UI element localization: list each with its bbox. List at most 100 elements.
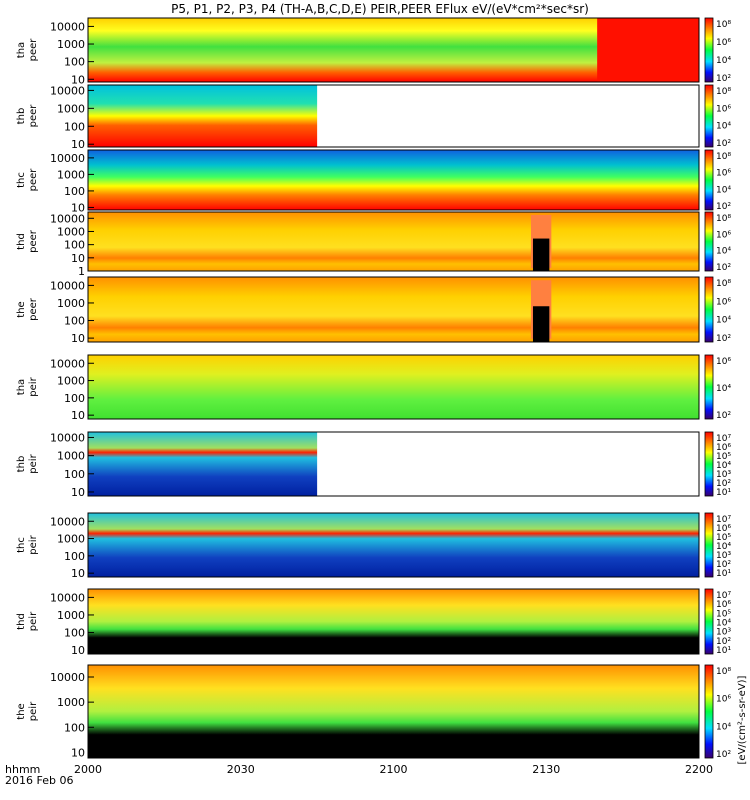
ytick-label: 10000 xyxy=(50,84,85,97)
ytick-label: 100 xyxy=(64,120,85,133)
ytick-label: 1000 xyxy=(57,297,85,310)
spectrogram-thd-peir xyxy=(88,589,699,654)
colorbar xyxy=(704,17,714,83)
colorbar-tick-label: 10² xyxy=(716,411,731,421)
panel-frame xyxy=(87,588,700,655)
panel-the-peir: 10000 1000 100 10 the peir 10⁸ 10⁶ 10⁴ 10² xyxy=(16,664,731,760)
ytick-label: 1 xyxy=(78,265,85,278)
ytick-label: 10000 xyxy=(50,212,85,225)
colorbar-tick-label: 10² xyxy=(716,479,731,489)
spectrogram-thb-peir xyxy=(88,432,318,496)
panel-probe-label: the xyxy=(16,301,27,317)
panel-frame xyxy=(87,84,700,148)
high-flux-region xyxy=(597,18,699,82)
panel-species-label: peer xyxy=(28,168,39,192)
colorbar-tick-label: 10⁸ xyxy=(716,20,731,30)
colorbar-tick-label: 10¹ xyxy=(716,488,731,498)
time-row-label-hhmm: hhmm xyxy=(5,763,40,776)
panel-frame xyxy=(87,149,700,211)
colorbar-tick-label: 10² xyxy=(716,263,731,273)
ytick-label: 10 xyxy=(71,486,85,499)
colorbar-tick-label: 10⁴ xyxy=(716,384,731,394)
colorbar-tick-label: 10⁶ xyxy=(716,169,731,179)
colorbar-tick-label: 10⁶ xyxy=(716,297,731,307)
colorbar xyxy=(704,431,714,497)
colorbar xyxy=(704,588,714,655)
panel-thc-peir: 10000 1000 100 10 thc peir 10⁷10⁶10⁵10⁴10³10²1… xyxy=(16,512,731,580)
gap-black xyxy=(532,238,550,271)
colorbar-tick-label: 10⁷ xyxy=(716,434,731,444)
colorbar-tick-label: 10⁵ xyxy=(716,533,731,543)
colorbar-tick-label: 10⁶ xyxy=(716,600,731,610)
ytick-label: 100 xyxy=(64,550,85,563)
ytick-label: 10000 xyxy=(50,152,85,165)
colorbar-tick-label: 10⁴ xyxy=(716,461,731,471)
ytick-label: 100 xyxy=(64,315,85,328)
ytick-label: 100 xyxy=(64,468,85,481)
colorbar-tick-label: 10⁴ xyxy=(716,722,731,732)
ytick-label: 10 xyxy=(71,746,85,759)
colorbar-tick-label: 10² xyxy=(716,139,731,149)
panel-probe-label: tha xyxy=(16,42,27,58)
spectrogram-tha-peir xyxy=(88,355,699,419)
xtick-label: 2000 xyxy=(74,763,102,776)
panel-probe-label: thd xyxy=(16,233,27,250)
ytick-label: 10000 xyxy=(50,279,85,292)
ytick-label: 1000 xyxy=(57,696,85,709)
panel-species-label: peir xyxy=(28,611,39,631)
colorbar-tick-label: 10⁴ xyxy=(716,247,731,257)
figure-title: P5, P1, P2, P3, P4 (TH-A,B,C,D,E) PEIR,P… xyxy=(171,2,589,16)
ytick-label: 100 xyxy=(64,721,85,734)
colorbar-tick-label: 10⁸ xyxy=(716,214,731,224)
ytick-label: 1000 xyxy=(57,168,85,181)
panel-frame xyxy=(87,17,700,83)
panel-probe-label: thc xyxy=(16,172,27,188)
colorbar-tick-label: 10⁶ xyxy=(716,104,731,114)
panel-thb-peir: 10000 1000 100 10 thb peir 10⁷10⁶10⁵10⁴10³10²1… xyxy=(16,431,731,499)
panel-species-label: peir xyxy=(28,453,39,473)
ytick-label: 100 xyxy=(64,392,85,405)
colorbar-tick-label: 10⁴ xyxy=(716,56,731,66)
colorbar-tick-label: 10⁶ xyxy=(716,230,731,240)
gap-black xyxy=(532,306,550,342)
panel-thb-peer: 10000 1000 100 10 thb peer 10⁸ 10⁶ 10⁴ 10² xyxy=(16,84,731,151)
panel-tha-peer: 10000 1000 100 10 tha peer 10⁸ 10⁶ 10⁴ 10² xyxy=(16,17,731,86)
ytick-label: 100 xyxy=(64,56,85,69)
xtick-label: 2030 xyxy=(227,763,255,776)
ytick-label: 1000 xyxy=(57,375,85,388)
xtick-label: 2130 xyxy=(532,763,560,776)
panel-species-label: peer xyxy=(28,104,39,128)
ytick-label: 100 xyxy=(64,185,85,198)
panel-species-label: peir xyxy=(28,701,39,721)
ytick-label: 100 xyxy=(64,627,85,640)
ytick-label: 1000 xyxy=(57,450,85,463)
colorbar xyxy=(704,211,714,272)
colorbar xyxy=(704,149,714,211)
panel-probe-label: thb xyxy=(16,456,27,473)
colorbar-tick-label: 10³ xyxy=(716,470,731,480)
colorbar-tick-label: 10² xyxy=(716,637,731,647)
ytick-label: 1000 xyxy=(57,609,85,622)
xtick-label: 2200 xyxy=(685,763,713,776)
colorbar-tick-label: 10⁴ xyxy=(716,185,731,195)
panel-frame xyxy=(87,276,700,343)
colorbar-tick-label: 10⁴ xyxy=(716,316,731,326)
ytick-label: 10 xyxy=(71,644,85,657)
colorbar xyxy=(704,84,714,148)
ytick-label: 10 xyxy=(71,252,85,265)
panel-frame xyxy=(87,431,700,497)
panel-frame xyxy=(87,512,700,578)
panel-species-label: peer xyxy=(28,229,39,253)
panel-probe-label: thb xyxy=(16,108,27,125)
ytick-label: 1000 xyxy=(57,102,85,115)
panel-frame xyxy=(87,354,700,420)
panel-probe-label: thd xyxy=(16,613,27,630)
colorbar-tick-label: 10² xyxy=(716,74,731,84)
colorbar-tick-label: 10² xyxy=(716,334,731,344)
colorbar-tick-label: 10⁶ xyxy=(716,443,731,453)
colorbar-tick-label: 10⁸ xyxy=(716,152,731,162)
colorbar-tick-label: 10² xyxy=(716,202,731,212)
